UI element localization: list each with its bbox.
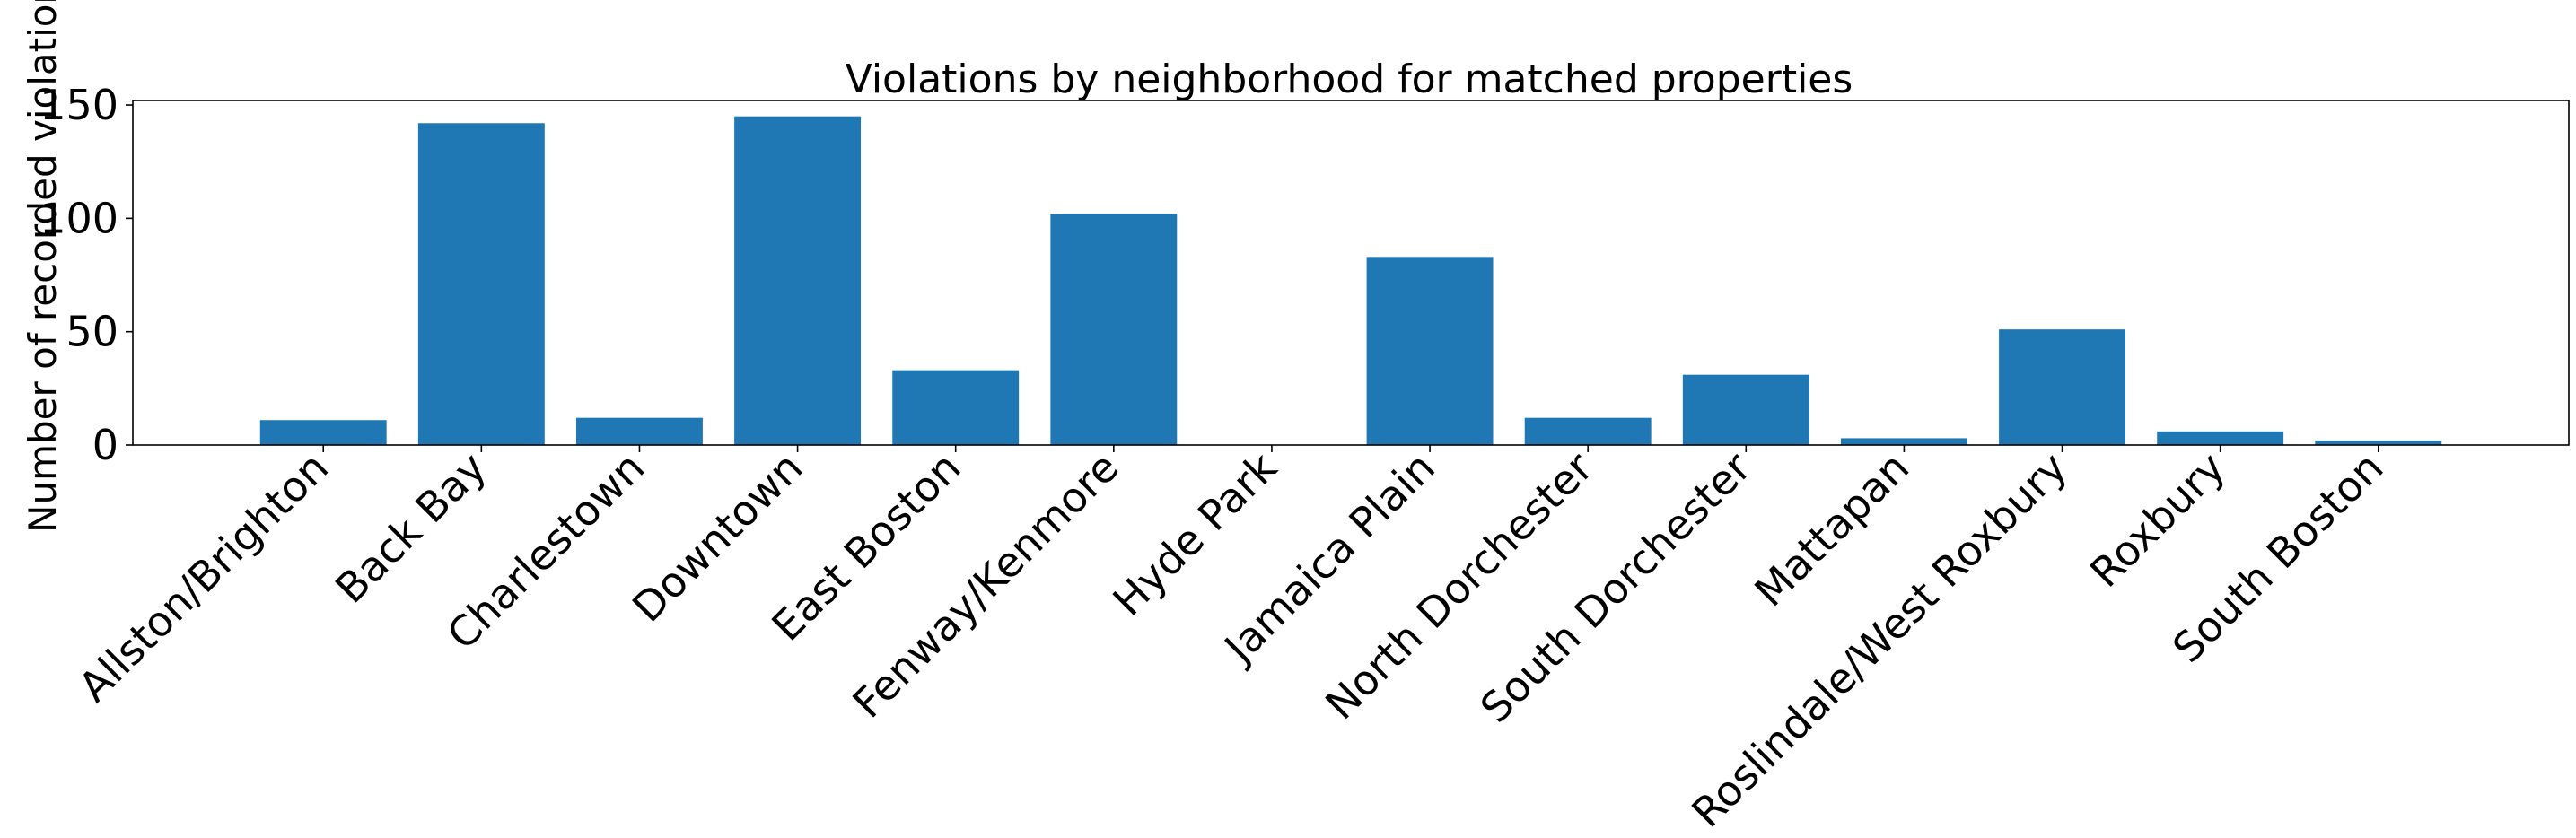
bars-group [259, 116, 2442, 445]
x-tick-label: Roxbury [2081, 443, 2234, 597]
bar-roslindale-west-roxbury [1999, 329, 2125, 445]
plot-frame [132, 100, 2570, 446]
bar-south-boston [2315, 440, 2442, 445]
x-tick-label: South Dorchester [1471, 443, 1760, 732]
x-tick-label: Back Bay [326, 443, 495, 613]
bar-fenway-kenmore [1050, 214, 1178, 445]
y-axis-label: Number of recorded violations [21, 0, 65, 533]
y-tick-label: 0 [92, 421, 118, 469]
x-tick-label: Allston/Brighton [69, 443, 337, 711]
y-tick-label: 50 [66, 308, 118, 356]
y-tick-label: 150 [39, 81, 118, 129]
bar-back-bay [417, 123, 545, 445]
bar-downtown [734, 116, 862, 445]
y-axis: 0 50 100 150 [39, 81, 133, 469]
bar-allston-brighton [259, 420, 387, 445]
bar-south-dorchester [1682, 374, 1809, 445]
bar-charlestown [576, 417, 703, 445]
chart-title: Violations by neighborhood for matched p… [846, 57, 1853, 102]
x-tick-label: Fenway/Kenmore [844, 443, 1128, 728]
x-tick-label: Mattapan [1745, 443, 1918, 616]
bar-jamaica-plain [1366, 257, 1494, 445]
bar-north-dorchester [1524, 417, 1652, 445]
x-tick-label: North Dorchester [1316, 443, 1602, 729]
bar-roxbury [2157, 431, 2284, 445]
bar-mattapan [1840, 438, 1967, 445]
bar-east-boston [892, 370, 1020, 445]
y-tick-label: 100 [39, 194, 118, 242]
